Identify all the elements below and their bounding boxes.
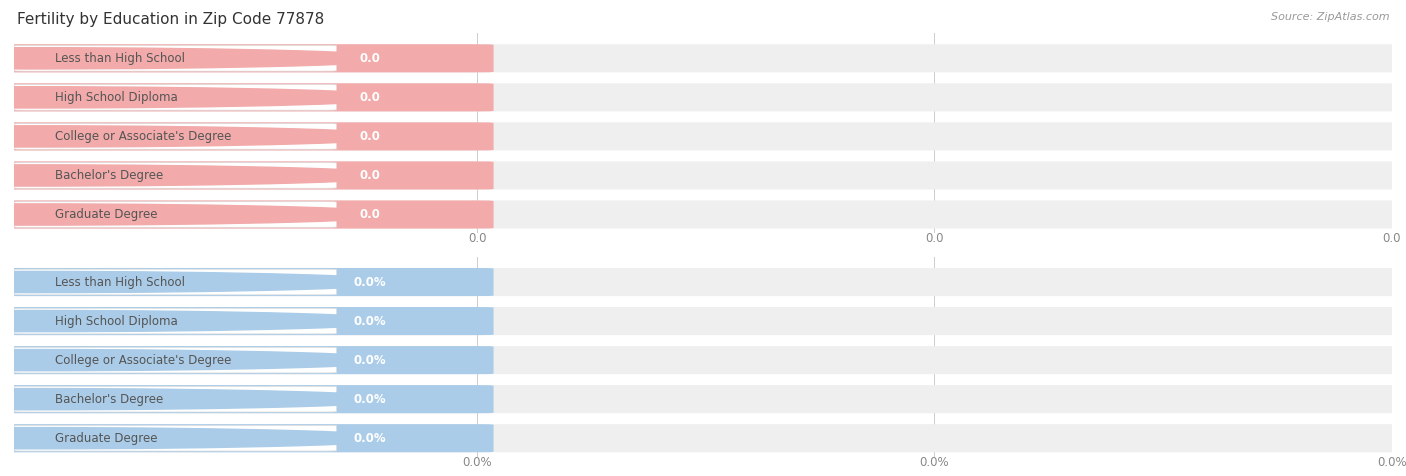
Circle shape xyxy=(0,349,406,371)
FancyBboxPatch shape xyxy=(14,85,336,110)
FancyBboxPatch shape xyxy=(0,122,1406,150)
Text: Graduate Degree: Graduate Degree xyxy=(55,208,157,221)
FancyBboxPatch shape xyxy=(14,269,336,295)
FancyBboxPatch shape xyxy=(0,385,1406,413)
Text: Bachelor's Degree: Bachelor's Degree xyxy=(55,393,163,406)
Circle shape xyxy=(0,271,406,293)
Text: Fertility by Education in Zip Code 77878: Fertility by Education in Zip Code 77878 xyxy=(17,12,325,27)
FancyBboxPatch shape xyxy=(14,202,336,228)
Circle shape xyxy=(0,48,406,69)
Text: 0.0: 0.0 xyxy=(925,232,943,245)
Text: 0.0: 0.0 xyxy=(468,232,486,245)
FancyBboxPatch shape xyxy=(0,385,494,413)
FancyBboxPatch shape xyxy=(0,424,494,452)
FancyBboxPatch shape xyxy=(0,346,1406,374)
Text: 0.0%: 0.0% xyxy=(1376,456,1406,469)
Text: High School Diploma: High School Diploma xyxy=(55,91,179,104)
Text: 0.0: 0.0 xyxy=(359,169,380,182)
FancyBboxPatch shape xyxy=(0,122,494,150)
FancyBboxPatch shape xyxy=(0,307,494,335)
FancyBboxPatch shape xyxy=(0,83,1406,111)
Text: 0.0%: 0.0% xyxy=(353,393,385,406)
Text: High School Diploma: High School Diploma xyxy=(55,315,179,327)
FancyBboxPatch shape xyxy=(14,387,336,412)
Text: Less than High School: Less than High School xyxy=(55,276,186,288)
FancyBboxPatch shape xyxy=(14,426,336,451)
Circle shape xyxy=(0,310,406,332)
Circle shape xyxy=(0,388,406,410)
FancyBboxPatch shape xyxy=(0,424,1406,452)
FancyBboxPatch shape xyxy=(14,163,336,188)
FancyBboxPatch shape xyxy=(0,268,1406,296)
Text: College or Associate's Degree: College or Associate's Degree xyxy=(55,130,232,143)
FancyBboxPatch shape xyxy=(0,83,494,111)
Text: 0.0%: 0.0% xyxy=(353,315,385,327)
FancyBboxPatch shape xyxy=(0,44,1406,72)
Circle shape xyxy=(0,126,406,147)
Text: 0.0%: 0.0% xyxy=(353,432,385,445)
Text: 0.0: 0.0 xyxy=(359,208,380,221)
FancyBboxPatch shape xyxy=(14,347,336,373)
Text: 0.0: 0.0 xyxy=(1382,232,1402,245)
FancyBboxPatch shape xyxy=(0,161,494,189)
Text: 0.0%: 0.0% xyxy=(920,456,949,469)
Circle shape xyxy=(0,165,406,186)
Text: Less than High School: Less than High School xyxy=(55,52,186,65)
Circle shape xyxy=(0,427,406,449)
Text: 0.0: 0.0 xyxy=(359,52,380,65)
FancyBboxPatch shape xyxy=(0,161,1406,189)
Text: College or Associate's Degree: College or Associate's Degree xyxy=(55,354,232,367)
Text: Bachelor's Degree: Bachelor's Degree xyxy=(55,169,163,182)
FancyBboxPatch shape xyxy=(0,268,494,296)
FancyBboxPatch shape xyxy=(14,46,336,71)
Circle shape xyxy=(0,204,406,225)
Text: 0.0: 0.0 xyxy=(359,130,380,143)
Text: 0.0%: 0.0% xyxy=(353,276,385,288)
FancyBboxPatch shape xyxy=(14,308,336,334)
Text: 0.0%: 0.0% xyxy=(463,456,492,469)
FancyBboxPatch shape xyxy=(0,200,1406,228)
Text: Graduate Degree: Graduate Degree xyxy=(55,432,157,445)
Circle shape xyxy=(0,87,406,108)
FancyBboxPatch shape xyxy=(14,124,336,149)
FancyBboxPatch shape xyxy=(0,307,1406,335)
Text: 0.0%: 0.0% xyxy=(353,354,385,367)
FancyBboxPatch shape xyxy=(0,44,494,72)
FancyBboxPatch shape xyxy=(0,346,494,374)
Text: 0.0: 0.0 xyxy=(359,91,380,104)
FancyBboxPatch shape xyxy=(0,200,494,228)
Text: Source: ZipAtlas.com: Source: ZipAtlas.com xyxy=(1271,12,1389,22)
